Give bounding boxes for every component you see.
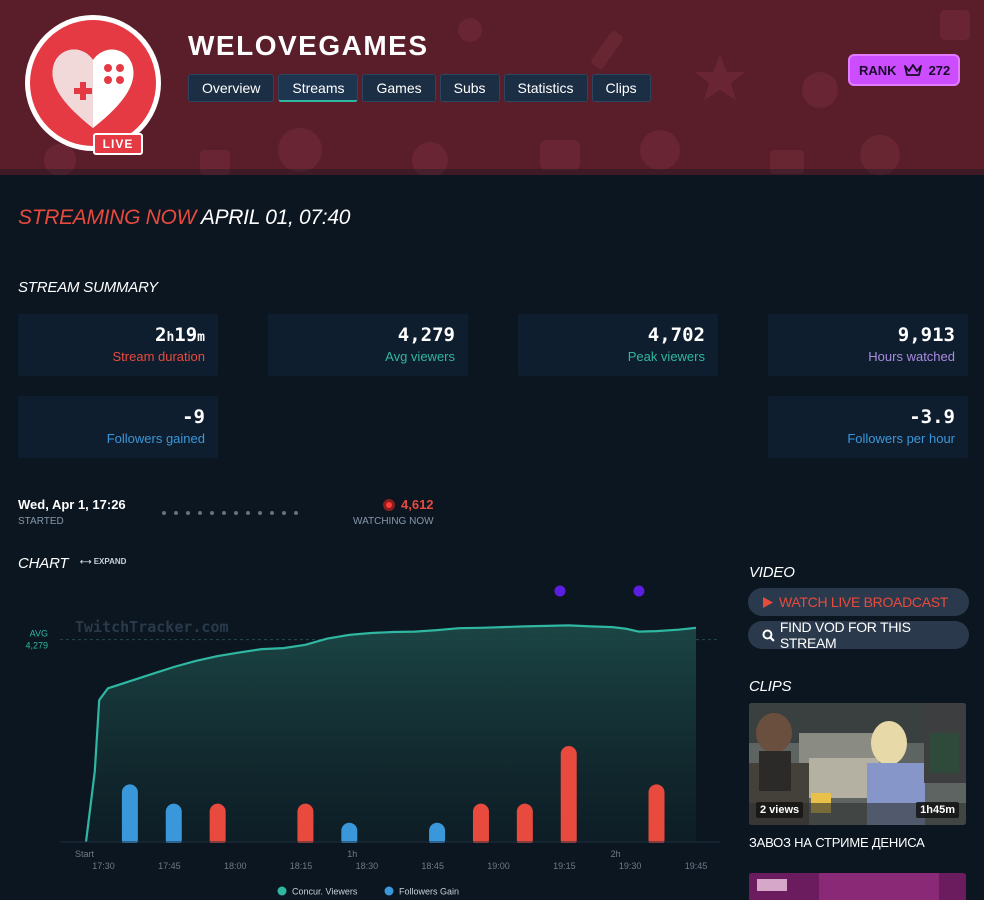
stream-duration-label: Stream duration xyxy=(112,349,206,364)
timeline-dots xyxy=(162,511,298,515)
clip-preview-image-2 xyxy=(749,873,966,900)
avg-label: AVG xyxy=(30,629,48,639)
streaming-now-label: STREAMING NOW xyxy=(18,206,197,229)
followers-bar xyxy=(209,803,226,848)
tab-clips[interactable]: Clips xyxy=(591,74,651,102)
x-tick-label: 19:30 xyxy=(619,861,642,871)
tab-statistics[interactable]: Statistics xyxy=(503,74,588,102)
followers-bar xyxy=(648,784,665,848)
channel-name: WELOVEGAMES xyxy=(188,30,429,61)
stat-card-hours-watched: 9,913 Hours watched xyxy=(768,314,968,376)
x-tick-label: 19:45 xyxy=(685,861,708,871)
channel-avatar[interactable]: LIVE xyxy=(25,15,161,155)
crown-icon xyxy=(903,64,922,76)
stat-card-duration: 2h19m Stream duration xyxy=(18,314,218,376)
watching-now-label: WATCHING NOW xyxy=(353,516,434,527)
hours-watched-label: Hours watched xyxy=(868,349,955,364)
started-value: Wed, Apr 1, 17:26 xyxy=(18,497,126,512)
search-icon xyxy=(762,629,775,642)
peak-viewers-label: Peak viewers xyxy=(627,349,705,364)
clip-duration: 1h45m xyxy=(916,802,959,818)
chart-title: CHART xyxy=(18,555,69,572)
stat-card-peak-viewers: 4,702 Peak viewers xyxy=(518,314,718,376)
live-record-icon xyxy=(383,498,395,511)
clips-title: CLIPS xyxy=(749,678,792,695)
video-title: VIDEO xyxy=(749,564,795,581)
watch-live-broadcast-button[interactable]: WATCH LIVE BROADCAST xyxy=(748,588,969,616)
expand-chart-button[interactable]: ⟷ EXPAND xyxy=(80,557,127,566)
chart-watermark: TwitchTracker.com xyxy=(75,618,229,636)
x-tick-label: 19:00 xyxy=(487,861,510,871)
heart-logo-icon xyxy=(30,20,156,146)
x-tick-label: 18:45 xyxy=(421,861,444,871)
legend-viewers-icon xyxy=(277,886,287,896)
viewers-line xyxy=(84,624,697,843)
started-label: STARTED xyxy=(18,516,64,527)
followers-gained-label: Followers gained xyxy=(106,431,205,446)
followers-per-hour-label: Followers per hour xyxy=(847,431,955,446)
live-badge: LIVE xyxy=(93,133,143,155)
x-tick-label: 17:30 xyxy=(92,861,115,871)
x-tick-label: 18:15 xyxy=(290,861,313,871)
stream-started: Wed, Apr 1, 17:26 STARTED xyxy=(18,497,126,527)
watch-live-label: WATCH LIVE BROADCAST xyxy=(779,594,949,610)
rank-badge[interactable]: RANK 272 xyxy=(848,54,960,86)
chart-minor-label: 2h xyxy=(611,849,621,859)
x-tick-label: 18:00 xyxy=(224,861,247,871)
followers-bar xyxy=(121,784,138,848)
legend-followers-icon xyxy=(384,886,394,896)
find-vod-label: FIND VOD FOR THIS STREAM xyxy=(779,619,911,651)
tab-streams[interactable]: Streams xyxy=(278,74,359,102)
avg-viewers-label: Avg viewers xyxy=(385,349,455,364)
channel-tabs: Overview Streams Games Subs Statistics C… xyxy=(188,74,651,102)
avg-value-label: 4,279 xyxy=(25,641,48,651)
watching-now: 4,612 WATCHING NOW xyxy=(353,497,434,527)
stream-summary-title: STREAM SUMMARY xyxy=(18,279,158,296)
tab-overview[interactable]: Overview xyxy=(188,74,275,102)
hours-watched-value: 9,913 xyxy=(897,324,955,346)
streaming-now-title: STREAMING NOW APRIL 01, 07:40 xyxy=(18,206,350,230)
followers-bar xyxy=(472,803,489,848)
tab-games[interactable]: Games xyxy=(362,74,436,102)
followers-bar xyxy=(560,746,577,848)
find-vod-button[interactable]: FIND VOD FOR THIS STREAM xyxy=(748,619,969,651)
followers-bar xyxy=(297,803,314,848)
chart-minor-label: 1h xyxy=(347,849,357,859)
legend-viewers: Concur. Viewers xyxy=(292,887,358,897)
watching-now-value: 4,612 xyxy=(401,497,434,512)
clip-title[interactable]: ЗАВОЗ НА СТРИМЕ ДЕНИСА xyxy=(749,835,925,850)
followers-per-hour-value: -3.9 xyxy=(909,406,955,428)
avg-viewers-value: 4,279 xyxy=(397,324,455,346)
event-marker xyxy=(554,585,566,597)
rank-value: 272 xyxy=(928,62,951,78)
play-icon xyxy=(763,596,773,608)
clip-thumbnail[interactable]: 2 views 1h45m xyxy=(749,703,966,825)
followers-bar xyxy=(516,803,533,848)
stream-start-datetime: APRIL 01, 07:40 xyxy=(200,206,351,229)
x-tick-label: 18:30 xyxy=(356,861,379,871)
chart-minor-label: Start xyxy=(75,849,95,859)
viewers-chart[interactable]: TwitchTracker.com AVG 4,279 Start 1h 2h 17:30 1… xyxy=(0,575,740,900)
x-tick-label: 19:15 xyxy=(553,861,576,871)
x-tick-label: 17:45 xyxy=(158,861,181,871)
followers-bar xyxy=(165,803,182,848)
peak-viewers-value: 4,702 xyxy=(647,324,705,346)
stream-duration-value: 2h19m xyxy=(155,324,205,346)
event-marker xyxy=(633,585,645,597)
tab-subs[interactable]: Subs xyxy=(439,74,500,102)
followers-gained-value: -9 xyxy=(182,406,205,428)
channel-header: LIVE WELOVEGAMES Overview Streams Games … xyxy=(0,0,984,175)
clip-thumbnail-2[interactable] xyxy=(749,873,966,900)
viewers-area xyxy=(86,625,696,842)
stat-card-followers-per-hour: -3.9 Followers per hour xyxy=(768,396,968,458)
stat-card-avg-viewers: 4,279 Avg viewers xyxy=(268,314,468,376)
legend-followers: Followers Gain xyxy=(399,887,459,897)
stat-card-followers-gained: -9 Followers gained xyxy=(18,396,218,458)
clip-views: 2 views xyxy=(756,802,804,818)
chart-baseline-mask xyxy=(0,843,740,853)
rank-label: RANK xyxy=(859,62,897,78)
